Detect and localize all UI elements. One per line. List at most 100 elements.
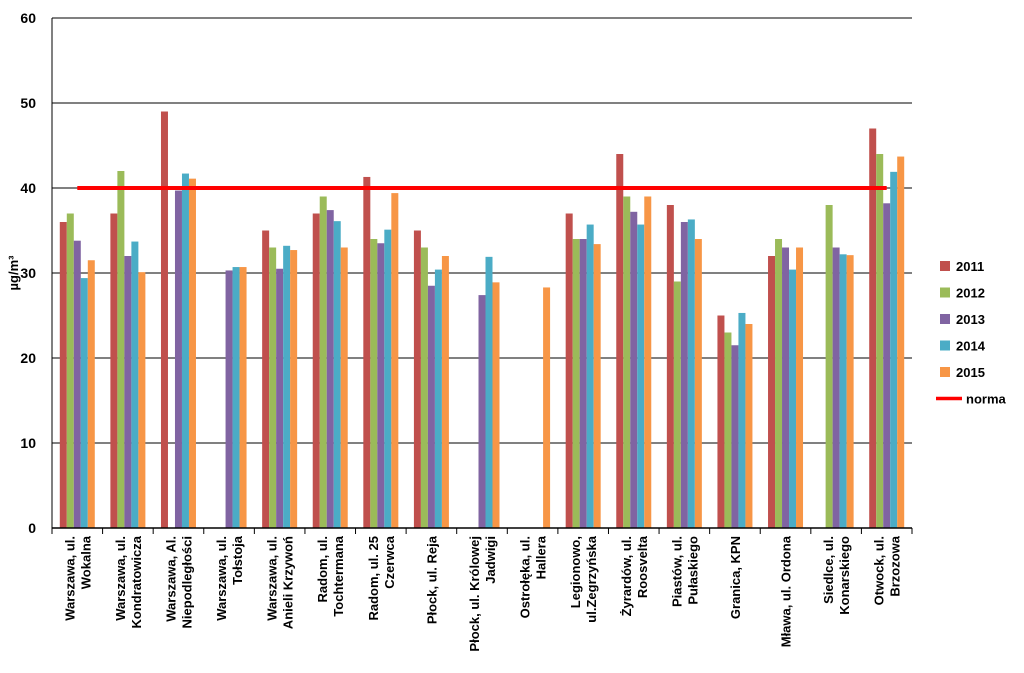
category-label: Radom, ul. [315, 536, 330, 602]
y-tick-label: 0 [28, 520, 36, 536]
bar-2013-5 [326, 210, 334, 528]
legend-label: 2013 [956, 312, 985, 327]
bar-2015-14 [796, 247, 804, 528]
category-label: Jadwigi [483, 536, 498, 584]
legend: 2011 2012 2013 2014 2015 norma [936, 259, 1007, 407]
bar-2014-15 [839, 254, 847, 529]
bar-2012-13 [724, 332, 732, 528]
category-label: Tołstoja [230, 535, 245, 585]
bar-2012-15 [825, 205, 833, 528]
bar-2014-1 [131, 241, 139, 529]
bars [59, 111, 905, 529]
bar-2011-10 [565, 213, 573, 528]
category-label: Pułaskiego [685, 536, 700, 605]
category-label: Warszawa, ul. [113, 536, 128, 621]
bar-2014-2 [181, 173, 189, 529]
category-label: Czerwca [382, 535, 397, 589]
bar-2015-9 [543, 287, 551, 528]
category-label: Granica, KPN [728, 536, 743, 619]
legend-label: 2014 [956, 339, 986, 354]
bar-2015-16 [897, 156, 905, 529]
bar-2012-5 [319, 196, 327, 528]
bar-2015-8 [492, 282, 500, 528]
legend-label: 2012 [956, 286, 985, 301]
bar-2011-16 [869, 128, 877, 528]
x-axis [51, 18, 913, 534]
bar-2011-5 [312, 213, 320, 528]
y-tick-label: 40 [20, 180, 36, 196]
bar-2013-6 [377, 243, 385, 528]
bar-2012-12 [673, 281, 681, 528]
bar-2012-10 [572, 239, 580, 528]
category-label: Wokalna [78, 535, 93, 589]
bar-2011-6 [363, 176, 371, 528]
category-label: Radom, ul. 25 [366, 536, 381, 621]
bar-2014-11 [637, 224, 645, 529]
category-label: Legionowo, [568, 536, 583, 608]
category-label: Brzozowa [888, 535, 903, 596]
y-tick-label: 50 [20, 95, 36, 111]
bar-2013-4 [276, 268, 284, 528]
y-axis-label: µg/m³ [6, 255, 21, 291]
category-label: Tochtermana [331, 535, 346, 616]
bar-2014-4 [283, 245, 291, 529]
category-label: Płock, ul. Królowej [467, 536, 482, 652]
bar-2015-2 [188, 178, 196, 528]
bar-2015-4 [290, 250, 298, 529]
bar-2014-14 [789, 269, 797, 528]
category-label: Płock, ul. Reja [424, 535, 439, 624]
category-label: Niepodległości [179, 536, 194, 628]
bar-2013-16 [883, 203, 891, 529]
legend-swatch-2011 [940, 261, 950, 271]
bar-2014-5 [333, 221, 341, 528]
category-label: Warszawa, ul. [265, 536, 280, 621]
bar-2013-0 [73, 240, 81, 528]
category-label: ul.Zegrzyńska [584, 535, 599, 622]
y-axis-ticks: 0 10 20 30 40 50 60 [20, 10, 36, 536]
bar-2014-3 [232, 267, 240, 528]
bar-2015-15 [846, 255, 854, 528]
bar-2011-13 [717, 315, 725, 528]
bar-2012-0 [66, 213, 74, 528]
bar-2011-11 [616, 154, 624, 528]
bar-2015-3 [239, 267, 247, 528]
category-label: Piastów, ul. [669, 536, 684, 607]
bar-2011-14 [768, 256, 776, 528]
bar-2012-1 [117, 171, 125, 528]
category-label: Konarskiego [837, 536, 852, 615]
bar-2013-15 [832, 247, 840, 528]
bar-2012-4 [269, 247, 277, 528]
bar-2013-7 [427, 285, 435, 528]
bar-2014-10 [586, 224, 594, 529]
bar-2014-7 [434, 269, 442, 528]
bar-2014-0 [80, 278, 88, 528]
bar-2015-6 [391, 193, 399, 528]
x-axis-categories: Warszawa, ul. Wokalna Warszawa, ul. Kondrat… [62, 535, 902, 651]
bar-2015-0 [87, 260, 95, 528]
bar-2012-16 [876, 154, 884, 528]
bar-2011-4 [262, 230, 270, 528]
bar-2015-11 [644, 196, 652, 528]
bar-2011-0 [59, 222, 67, 528]
bar-2014-16 [890, 171, 898, 528]
category-label: Żyrardów, ul. [619, 536, 634, 616]
category-label: Anieli Krzywoń [281, 536, 296, 629]
bar-2014-6 [384, 229, 392, 528]
bar-2014-8 [485, 256, 493, 528]
y-tick-label: 20 [20, 350, 36, 366]
category-label: Warszawa, Al. [163, 536, 178, 622]
legend-swatch-2012 [940, 287, 950, 298]
bar-2013-11 [630, 211, 638, 529]
legend-label: 2011 [956, 259, 984, 274]
bar-2014-13 [738, 312, 746, 528]
bar-2013-8 [478, 295, 486, 528]
bar-2013-14 [782, 247, 790, 528]
legend-label: 2015 [956, 365, 985, 380]
bar-2014-12 [687, 219, 695, 528]
bar-2011-7 [413, 230, 421, 528]
legend-swatch-2013 [940, 314, 950, 324]
legend-label: norma [966, 392, 1007, 407]
category-label: Siedlce, ul. [821, 536, 836, 604]
category-label: Warszawa, ul. [62, 536, 77, 621]
